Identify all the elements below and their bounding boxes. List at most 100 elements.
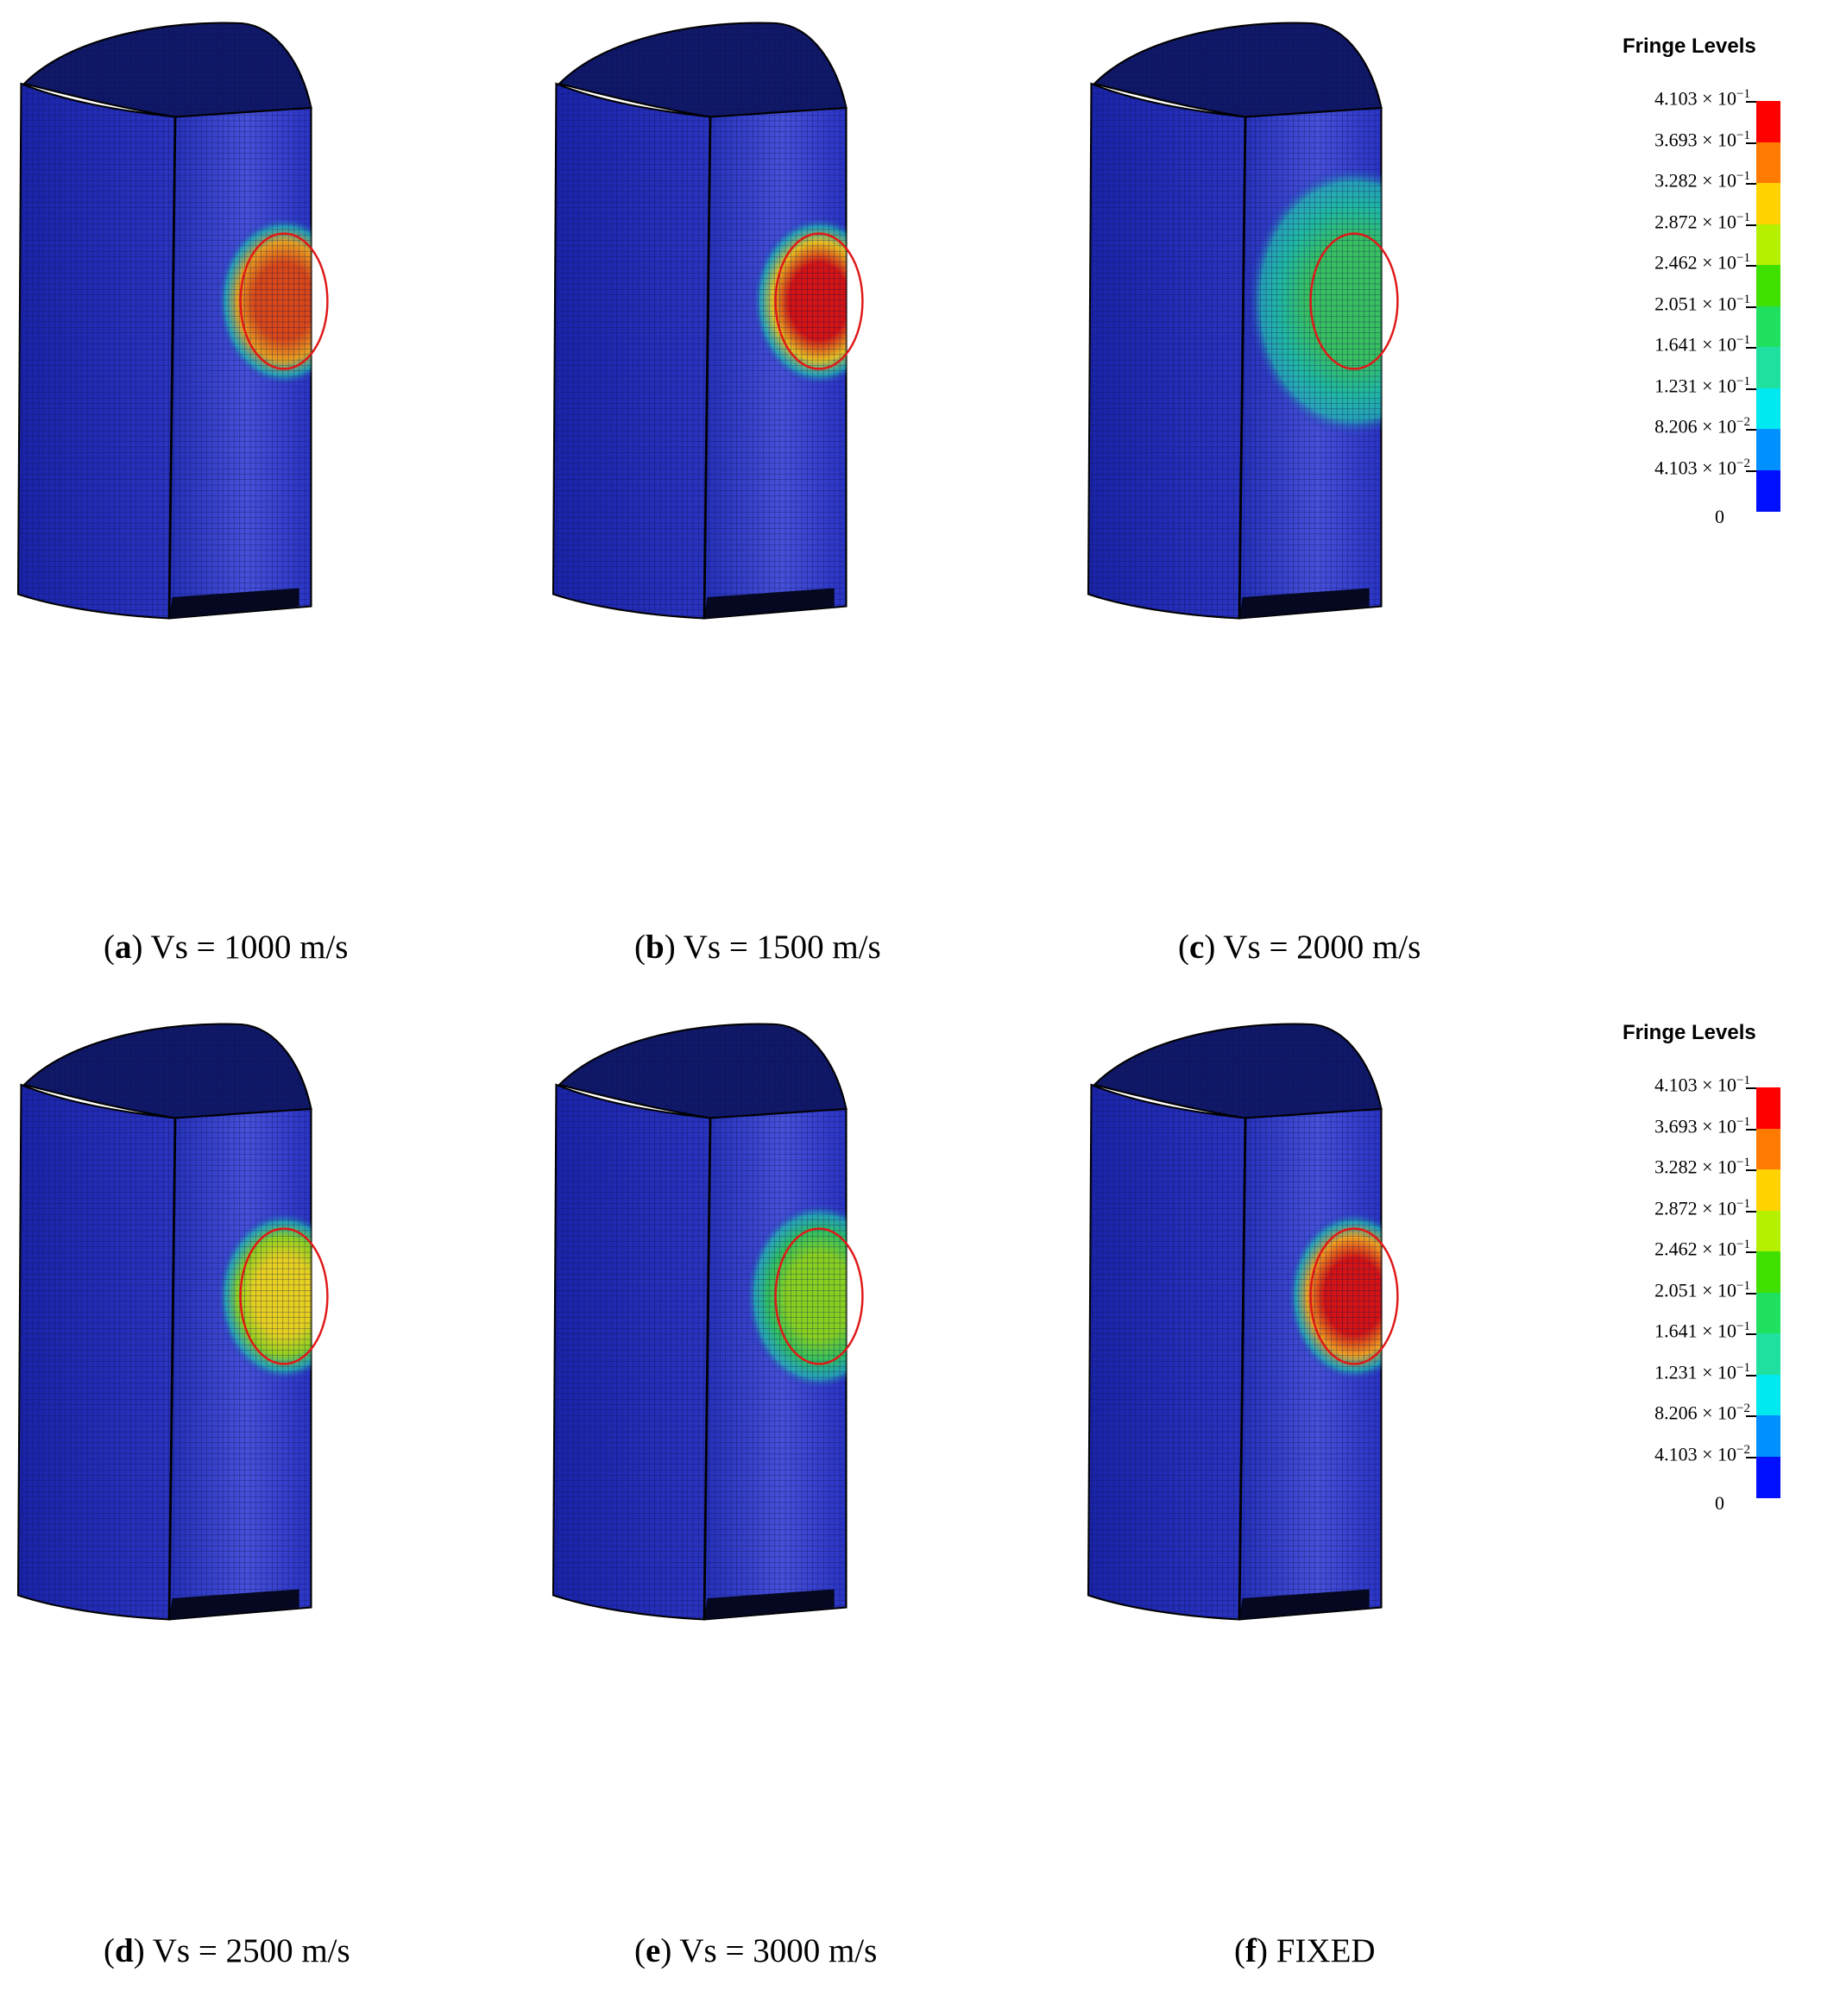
legend-swatch [1756, 1169, 1780, 1211]
caption-f: (f) FIXED [1234, 1932, 1376, 1969]
legend-level-label: 4.103 × 10−1 [1654, 1074, 1750, 1096]
legend-tick [1746, 1169, 1756, 1171]
caption-letter-d: d [115, 1932, 134, 1969]
legend-tick [1746, 429, 1756, 431]
caption-e: (e) Vs = 3000 m/s [634, 1932, 878, 1969]
caption-letter-e: e [646, 1932, 661, 1969]
tank-bottom-opening [704, 1589, 835, 1620]
fringe-legend-top: Fringe Levels 4.103 × 10−1 3.693 × 10−1 3.… [1623, 35, 1804, 527]
legend-level-label: 8.206 × 10−2 [1654, 415, 1750, 438]
legend-tick [1746, 142, 1756, 144]
legend-tick [1746, 101, 1756, 103]
legend-swatch [1756, 306, 1780, 348]
tank-bottom-opening [169, 1589, 299, 1620]
legend-level-label: 2.051 × 10−1 [1654, 1278, 1750, 1301]
legend-level-label: 4.103 × 10−2 [1654, 456, 1750, 478]
highlight-circle [774, 1227, 864, 1365]
highlight-circle [1309, 232, 1399, 370]
panel-f [1070, 1018, 1588, 1640]
caption-a: (a) Vs = 1000 m/s [104, 929, 349, 966]
caption-d: (d) Vs = 2500 m/s [104, 1932, 350, 1969]
caption-text-e: Vs = 3000 m/s [671, 1932, 878, 1969]
legend-tick [1746, 1333, 1756, 1335]
fringe-legend-bottom: Fringe Levels 4.103 × 10−1 3.693 × 10−1 3.… [1623, 1021, 1804, 1514]
legend-swatch [1756, 1333, 1780, 1375]
legend-level-label: 3.282 × 10−1 [1654, 1156, 1750, 1178]
panel-d [0, 1018, 518, 1640]
legend-level-label: 8.206 × 10−2 [1654, 1402, 1750, 1424]
legend-level-label: 2.051 × 10−1 [1654, 292, 1750, 314]
highlight-circle [239, 232, 329, 370]
legend-tick [1746, 1087, 1756, 1089]
legend-title: Fringe Levels [1623, 1021, 1756, 1044]
caption-letter-b: b [646, 929, 665, 966]
legend-level-label: 1.641 × 10−1 [1654, 333, 1750, 356]
legend-swatch [1756, 429, 1780, 470]
legend-tick [1746, 1374, 1756, 1377]
caption-b: (b) Vs = 1500 m/s [634, 929, 881, 966]
caption-text-f: FIXED [1268, 1932, 1376, 1969]
highlight-circle [239, 1227, 329, 1365]
caption-letter-a: a [115, 929, 132, 966]
fea-model-a [16, 22, 329, 620]
panel-c [1070, 17, 1588, 639]
legend-swatch [1756, 1415, 1780, 1457]
legend-swatch [1756, 347, 1780, 388]
highlight-circle [1309, 1227, 1399, 1365]
legend-level-label: 1.641 × 10−1 [1654, 1320, 1750, 1342]
legend-tick [1746, 224, 1756, 226]
fea-model-b [551, 22, 864, 620]
legend-level-label: 3.693 × 10−1 [1654, 1114, 1750, 1137]
legend-swatch [1756, 265, 1780, 306]
legend-level-label: 2.872 × 10−1 [1654, 1196, 1750, 1219]
legend-swatch [1756, 224, 1780, 266]
legend-swatch [1756, 1210, 1780, 1252]
legend-tick [1746, 1456, 1756, 1458]
legend-tick [1746, 1210, 1756, 1213]
legend-tick [1746, 306, 1756, 308]
caption-text-a: Vs = 1000 m/s [142, 929, 349, 966]
legend-title: Fringe Levels [1623, 35, 1756, 58]
panel-e [535, 1018, 1053, 1640]
legend-tick [1746, 1292, 1756, 1295]
legend-swatch [1756, 183, 1780, 224]
legend-level-label: 0 [1715, 1492, 1724, 1514]
panel-a [0, 17, 518, 639]
legend-swatch [1756, 1374, 1780, 1416]
legend-level-label: 3.282 × 10−1 [1654, 169, 1750, 192]
caption-text-c: Vs = 2000 m/s [1215, 929, 1421, 966]
legend-level-label: 4.103 × 10−2 [1654, 1442, 1750, 1465]
legend-tick [1746, 1415, 1756, 1417]
caption-letter-c: c [1189, 929, 1205, 966]
tank-bottom-opening [1239, 1589, 1370, 1620]
tank-bottom-opening [169, 588, 299, 619]
legend-tick [1746, 469, 1756, 472]
legend-colorbar [1756, 1087, 1780, 1498]
fea-model-f [1087, 1023, 1399, 1621]
legend-swatch [1756, 387, 1780, 430]
legend-swatch [1756, 1251, 1780, 1293]
legend-level-label: 1.231 × 10−1 [1654, 1360, 1750, 1383]
legend-tick [1746, 265, 1756, 267]
fea-model-c [1087, 22, 1399, 620]
fea-model-e [551, 1023, 864, 1621]
legend-colorbar [1756, 101, 1780, 512]
panel-b [535, 17, 1053, 639]
legend-level-label: 4.103 × 10−1 [1654, 87, 1750, 110]
legend-tick [1746, 1251, 1756, 1253]
caption-letter-f: f [1245, 1932, 1257, 1969]
legend-swatch [1756, 469, 1780, 512]
legend-level-label: 2.462 × 10−1 [1654, 1238, 1750, 1260]
highlight-circle [774, 232, 864, 370]
caption-text-d: Vs = 2500 m/s [144, 1932, 350, 1969]
legend-swatch [1756, 142, 1780, 184]
legend-tick [1746, 387, 1756, 390]
legend-swatch [1756, 1128, 1780, 1170]
caption-c: (c) Vs = 2000 m/s [1178, 929, 1421, 966]
legend-tick [1746, 183, 1756, 185]
legend-level-label: 1.231 × 10−1 [1654, 374, 1750, 396]
legend-level-label: 2.872 × 10−1 [1654, 210, 1750, 232]
legend-level-label: 3.693 × 10−1 [1654, 128, 1750, 150]
tank-bottom-opening [1239, 588, 1370, 619]
legend-tick [1746, 1128, 1756, 1131]
